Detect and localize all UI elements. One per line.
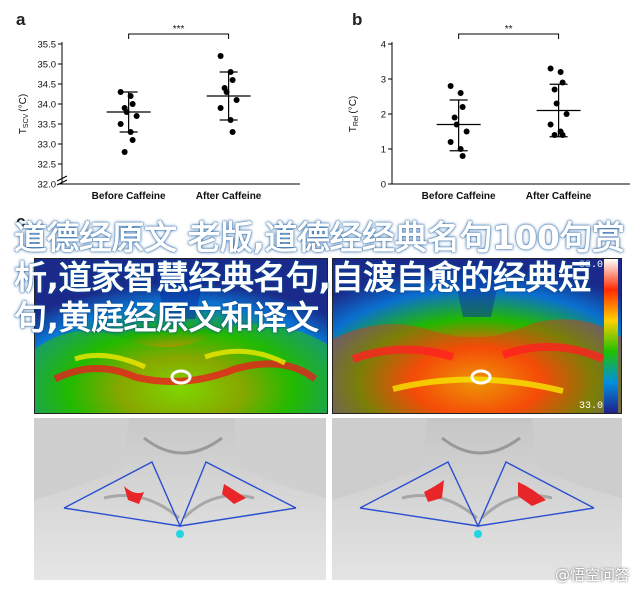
data-point bbox=[463, 128, 470, 135]
y-tick-label: 3 bbox=[381, 75, 386, 86]
data-point bbox=[223, 89, 230, 95]
panel-label-c: c bbox=[16, 212, 26, 231]
thermal-image-after: 38.0 33.0 bbox=[332, 258, 622, 414]
watermark: @悟空问答 bbox=[554, 566, 630, 584]
y-axis-label-text: TSCV(°C) bbox=[18, 94, 30, 134]
y-axis-label: TSCV(°C) bbox=[18, 94, 30, 134]
x-category-label: After Caffeine bbox=[526, 191, 592, 202]
axis-break-mark bbox=[56, 175, 68, 186]
y-tick-label: 34.0 bbox=[38, 100, 57, 111]
data-point bbox=[551, 86, 558, 93]
y-tick-label: 35.0 bbox=[38, 60, 57, 71]
significance-label: ** bbox=[505, 24, 513, 35]
data-point bbox=[447, 139, 454, 145]
data-point bbox=[547, 65, 554, 72]
data-point bbox=[123, 109, 130, 115]
data-point bbox=[127, 129, 134, 135]
data-point bbox=[557, 69, 564, 75]
data-point bbox=[121, 149, 128, 155]
y-axis-label-sub: SCV bbox=[23, 113, 30, 128]
y-tick-label: 2 bbox=[381, 110, 386, 121]
significance-bracket bbox=[458, 33, 560, 39]
y-tick-label: 34.5 bbox=[38, 80, 57, 91]
y-tick-label: 33.5 bbox=[38, 120, 57, 131]
y-tick-label: 4 bbox=[381, 40, 386, 51]
data-point bbox=[229, 129, 236, 135]
data-point bbox=[129, 137, 136, 143]
x-category-label: Before Caffeine bbox=[92, 191, 166, 202]
overlay-title: 道德经原文 老版,道德经经典名句100句赏析,道家智慧经典名句,自渡自愈的经典短… bbox=[14, 218, 625, 337]
data-point bbox=[559, 79, 566, 86]
neck-photo-before bbox=[34, 418, 326, 580]
data-point bbox=[447, 83, 454, 89]
data-point bbox=[457, 146, 464, 152]
y-axis-label-text: TRel(°C) bbox=[348, 96, 360, 133]
x-category-label: After Caffeine bbox=[196, 191, 262, 202]
data-point bbox=[459, 104, 466, 110]
chart-a: 32.0 32.5 33.0 33.5 34.0 34.5 35.0 35.5 TSCV(°C)… bbox=[18, 24, 300, 202]
y-axis-label: TRel(°C) bbox=[348, 96, 360, 133]
neck-photo-before-drawing bbox=[34, 418, 326, 580]
y-axis-label-main: T bbox=[18, 128, 29, 134]
data-point bbox=[559, 132, 566, 138]
y-axis-label-sub: Rel bbox=[353, 115, 360, 126]
y-tick-label: 0 bbox=[381, 180, 386, 191]
data-point bbox=[547, 121, 554, 128]
data-point bbox=[217, 105, 224, 111]
data-point bbox=[451, 114, 458, 121]
data-point bbox=[229, 77, 236, 83]
y-tick-label: 32.5 bbox=[38, 160, 57, 171]
thermal-color-scale bbox=[604, 259, 618, 413]
data-point bbox=[457, 90, 464, 96]
y-tick-label: 35.5 bbox=[38, 40, 57, 51]
thermal-image-before bbox=[34, 258, 328, 414]
significance-bracket bbox=[128, 33, 230, 39]
y-axis-label-unit: (°C) bbox=[348, 96, 359, 114]
significance-label: *** bbox=[173, 24, 185, 35]
data-point bbox=[133, 113, 140, 119]
data-point bbox=[117, 89, 124, 95]
thermal-scale-min: 33.0 bbox=[578, 401, 603, 412]
data-point bbox=[453, 121, 460, 128]
y-axis-label-unit: (°C) bbox=[18, 94, 29, 112]
panel-label-a: a bbox=[16, 10, 26, 29]
thermal-scale-max: 38.0 bbox=[578, 260, 603, 271]
data-point bbox=[551, 132, 558, 138]
thermal-heatmap-before bbox=[35, 259, 327, 413]
data-point bbox=[553, 100, 560, 107]
data-point bbox=[227, 69, 234, 75]
chart-b: 0 1 2 3 4 TRel(°C) Before Caffeine After Caffei… bbox=[348, 24, 630, 202]
data-point bbox=[117, 121, 124, 127]
neck-photo-after bbox=[332, 418, 622, 580]
neck-photo-after-drawing bbox=[332, 418, 622, 580]
y-tick-label: 32.0 bbox=[38, 180, 57, 191]
y-tick-label: 1 bbox=[381, 145, 386, 156]
data-point bbox=[129, 101, 136, 107]
data-point bbox=[233, 97, 240, 103]
panel-label-b: b bbox=[352, 10, 363, 29]
y-tick-label: 33.0 bbox=[38, 140, 57, 151]
data-point bbox=[563, 111, 570, 117]
y-axis-label-main: T bbox=[348, 126, 359, 132]
data-point bbox=[459, 153, 466, 159]
data-point bbox=[227, 117, 234, 123]
thermal-heatmap-after bbox=[333, 259, 621, 413]
data-point bbox=[217, 53, 224, 59]
data-point bbox=[127, 93, 134, 99]
x-category-label: Before Caffeine bbox=[422, 191, 496, 202]
